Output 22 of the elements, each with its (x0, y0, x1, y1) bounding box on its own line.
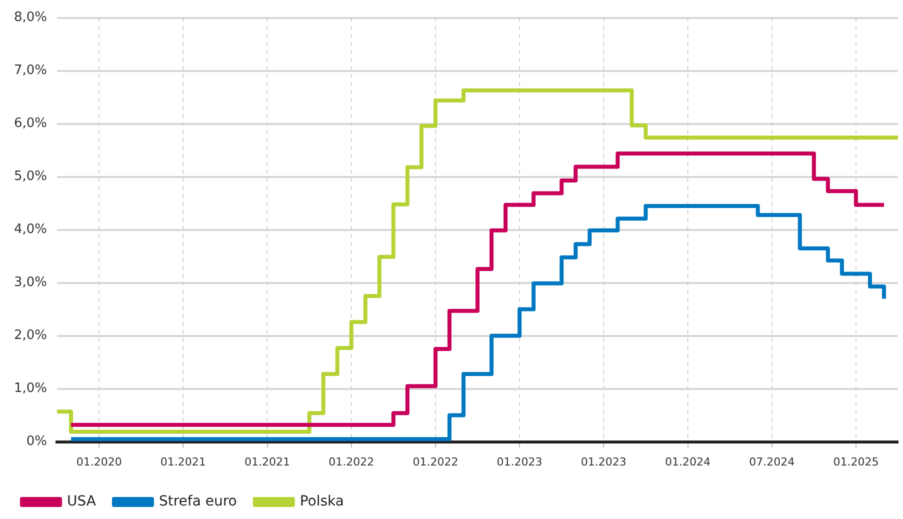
y-tick-label: 5,0% (14, 169, 48, 184)
x-tick-label: 01.2025 (833, 455, 879, 468)
x-tick-label: 01.2024 (665, 455, 711, 468)
y-tick-label: 7,0% (14, 63, 48, 78)
y-tick-label: 2,0% (14, 328, 48, 344)
y-tick-label: 4,0% (14, 222, 48, 238)
x-tick-label: 01.2022 (412, 455, 458, 468)
x-tick-label: 01.2023 (496, 455, 542, 468)
x-tick-label: 01.2023 (580, 455, 626, 468)
legend-label: Strefa euro (158, 494, 237, 510)
x-tick-label: 01.2021 (244, 455, 290, 468)
x-tick-label: 01.2022 (328, 455, 374, 468)
y-tick-label: 0% (26, 434, 48, 450)
legend-label: Polska (300, 494, 344, 510)
y-tick-label: 3,0% (14, 275, 48, 290)
y-tick-label: 1,0% (14, 381, 48, 396)
y-tick-label: 6,0% (14, 116, 48, 132)
x-tick-label: 01.2020 (76, 455, 122, 468)
x-tick-label: 01.2021 (160, 455, 206, 468)
x-tick-label: 07.2024 (749, 455, 795, 468)
y-tick-label: 8,0% (14, 10, 48, 26)
legend-label: USA (67, 494, 96, 510)
